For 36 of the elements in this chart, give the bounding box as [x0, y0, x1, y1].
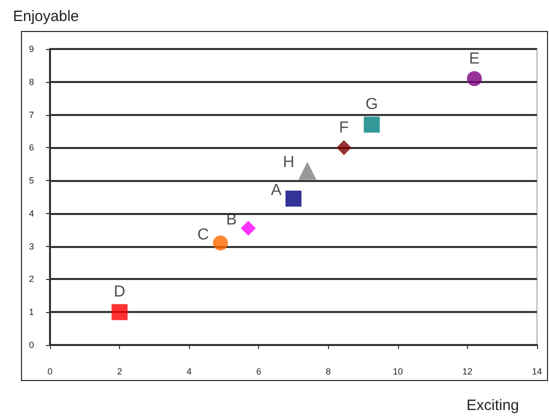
- y-tick-label: 0: [28, 340, 34, 350]
- point: [286, 190, 302, 207]
- point: [112, 304, 128, 320]
- series-label: C: [197, 226, 209, 244]
- x-tick-label: 4: [186, 366, 192, 376]
- y-axis-title: Enjoyable: [13, 8, 79, 25]
- y-tick-label: 1: [28, 307, 34, 318]
- point: [466, 71, 482, 86]
- x-axis-title: Exciting: [466, 397, 520, 414]
- series-label: A: [270, 182, 282, 200]
- point: [298, 162, 316, 180]
- y-tick-label: 2: [28, 274, 34, 284]
- point: [212, 236, 228, 251]
- point: [240, 220, 256, 236]
- y-tick-label: 4: [28, 208, 34, 218]
- x-tick-label: 8: [326, 366, 331, 376]
- x-tick-label: 6: [256, 366, 262, 376]
- series-label: B: [226, 212, 237, 229]
- series-label: F: [339, 120, 350, 137]
- y-tick-label: 6: [28, 142, 34, 153]
- point: [364, 116, 380, 133]
- y-tick-label: 9: [28, 44, 34, 54]
- y-tick-label: 5: [28, 176, 34, 186]
- series-label: E: [469, 50, 480, 68]
- series-label: H: [282, 154, 294, 172]
- y-tick-label: 8: [28, 76, 34, 87]
- x-tick-label: 12: [462, 366, 472, 376]
- x-tick-label: 14: [532, 366, 542, 376]
- x-tick-label: 0: [47, 366, 53, 376]
- x-tick-label: 2: [117, 366, 122, 376]
- x-tick-label: 10: [392, 366, 403, 376]
- series-label: D: [114, 284, 126, 301]
- series-label: G: [366, 96, 378, 114]
- point: [336, 140, 352, 156]
- y-tick-label: 3: [28, 241, 34, 252]
- y-tick-label: 7: [28, 110, 34, 120]
